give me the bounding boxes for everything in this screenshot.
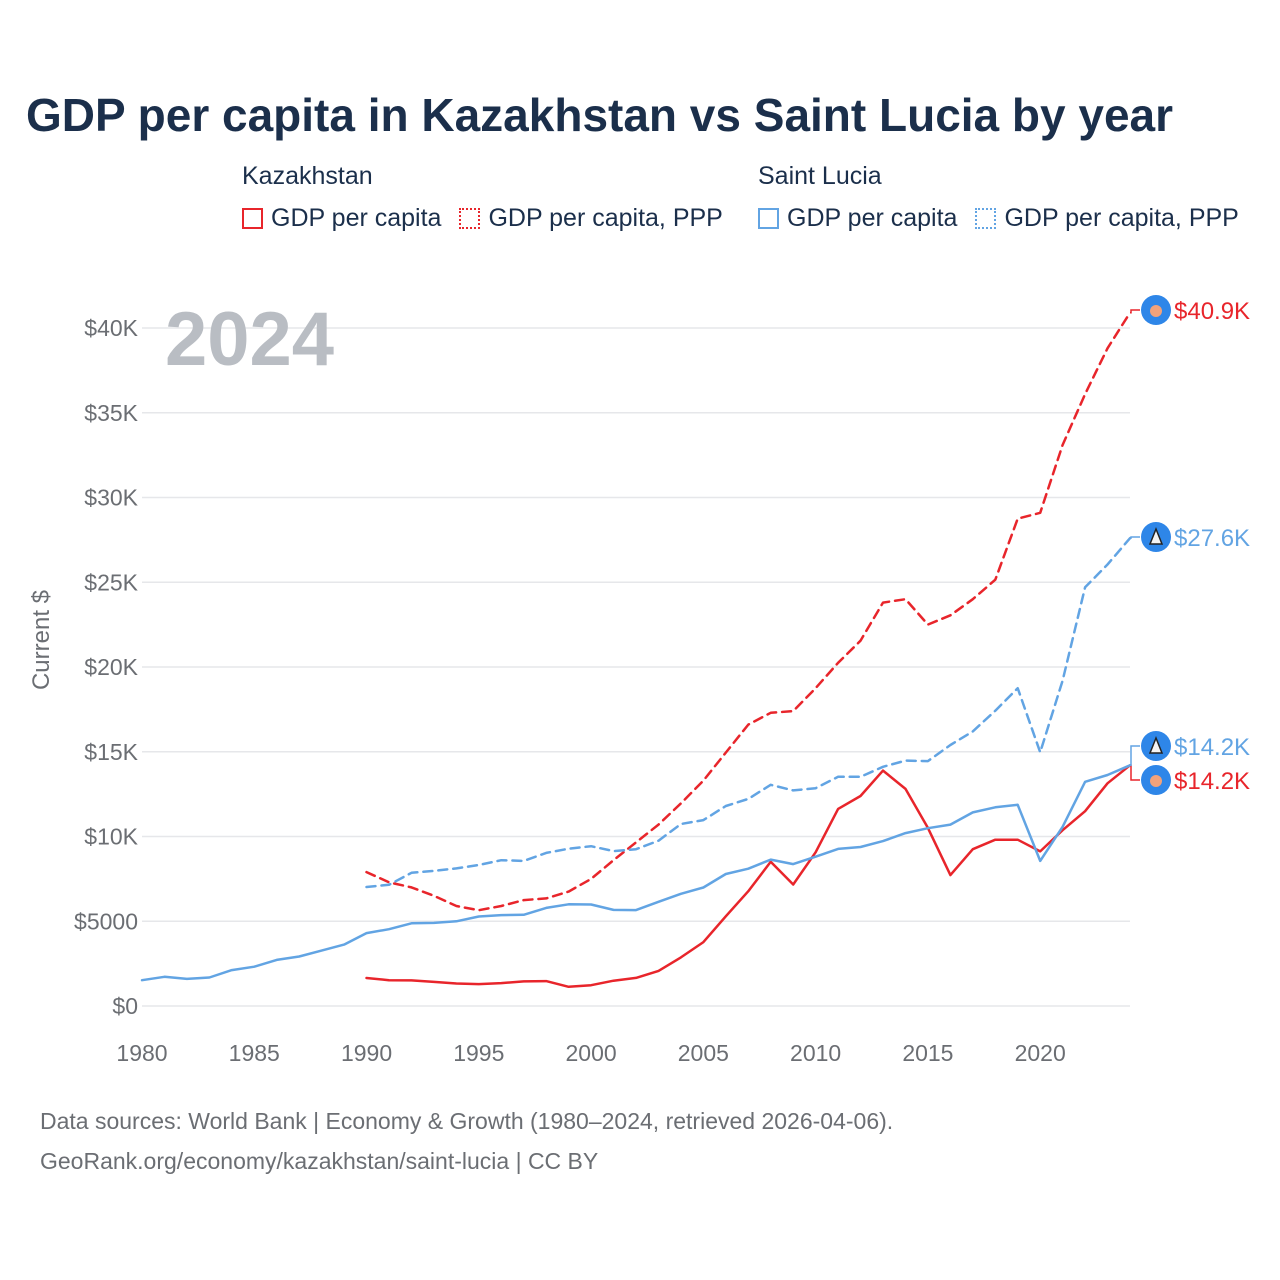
- legend-country-kazakhstan: Kazakhstan: [242, 162, 373, 190]
- legend-swatch-solid-red: [242, 208, 263, 229]
- x-tick-label: 2010: [790, 1040, 841, 1066]
- source-line-1: Data sources: World Bank | Economy & Gro…: [40, 1108, 894, 1134]
- x-tick-label: 1985: [229, 1040, 280, 1066]
- leader-line: [1130, 536, 1140, 539]
- kazakhstan-flag-icon: [1150, 775, 1162, 787]
- x-tick-label: 2020: [1015, 1040, 1066, 1066]
- leader-line: [1130, 745, 1140, 767]
- legend-item-kazakhstan-gdp[interactable]: GDP per capita: [242, 204, 441, 233]
- legend-item-saint-lucia-ppp[interactable]: GDP per capita, PPP: [975, 204, 1239, 233]
- y-tick-label: $15K: [84, 739, 138, 765]
- legend-item-saint-lucia-gdp[interactable]: GDP per capita: [758, 204, 957, 233]
- y-tick-label: $35K: [84, 400, 138, 426]
- source-attribution: GeoRank.org/economy/kazakhstan/saint-luc…: [40, 1148, 599, 1174]
- leader-line: [1130, 309, 1140, 314]
- legend-country-saint-lucia: Saint Lucia: [758, 162, 882, 190]
- kazakhstan-flag-icon: [1150, 305, 1162, 317]
- y-tick-label: $25K: [84, 569, 138, 595]
- saint-lucia-flag-icon: [1148, 735, 1164, 754]
- legend-label: GDP per capita, PPP: [488, 204, 723, 232]
- y-tick-label: $10K: [84, 824, 138, 850]
- y-axis-title: Current $: [28, 589, 55, 691]
- y-tick-label: $20K: [84, 654, 138, 680]
- series-line-lc_gdp: [140, 764, 1132, 982]
- x-tick-label: 1980: [116, 1040, 167, 1066]
- end-value-label: $40.9K: [1174, 298, 1250, 325]
- legend-group-saint-lucia: Saint Lucia GDP per capita GDP per capit…: [758, 162, 1257, 233]
- legend-group-kazakhstan: Kazakhstan GDP per capita GDP per capita…: [242, 162, 741, 233]
- year-label: 2024: [165, 297, 335, 382]
- x-tick-label: 2005: [678, 1040, 729, 1066]
- end-value-label: $14.2K: [1174, 734, 1250, 761]
- x-tick-label: 2015: [902, 1040, 953, 1066]
- legend-swatch-dotted-blue: [975, 208, 997, 229]
- y-tick-label: $40K: [84, 315, 138, 341]
- legend-label: GDP per capita: [787, 204, 958, 232]
- legend-swatch-dotted-red: [459, 208, 481, 229]
- legend-item-kazakhstan-ppp[interactable]: GDP per capita, PPP: [459, 204, 723, 233]
- legend-label: GDP per capita: [271, 204, 442, 232]
- series-line-lc_ppp: [365, 536, 1132, 889]
- leader-line: [1130, 764, 1140, 781]
- y-tick-label: $0: [112, 993, 138, 1019]
- series-line-kz_ppp: [365, 311, 1132, 912]
- x-tick-label: 1995: [453, 1040, 504, 1066]
- end-value-label: $14.2K: [1174, 768, 1250, 795]
- end-value-label: $27.6K: [1174, 525, 1250, 552]
- y-tick-label: $30K: [84, 485, 138, 511]
- saint-lucia-flag-icon: [1148, 526, 1164, 545]
- y-tick-label: $5000: [74, 908, 138, 934]
- legend-swatch-solid-blue: [758, 208, 779, 229]
- legend-label: GDP per capita, PPP: [1004, 204, 1239, 232]
- x-tick-label: 1990: [341, 1040, 392, 1066]
- series-line-kz_gdp: [365, 764, 1132, 989]
- x-tick-label: 2000: [566, 1040, 617, 1066]
- chart-title: GDP per capita in Kazakhstan vs Saint Lu…: [26, 89, 1174, 141]
